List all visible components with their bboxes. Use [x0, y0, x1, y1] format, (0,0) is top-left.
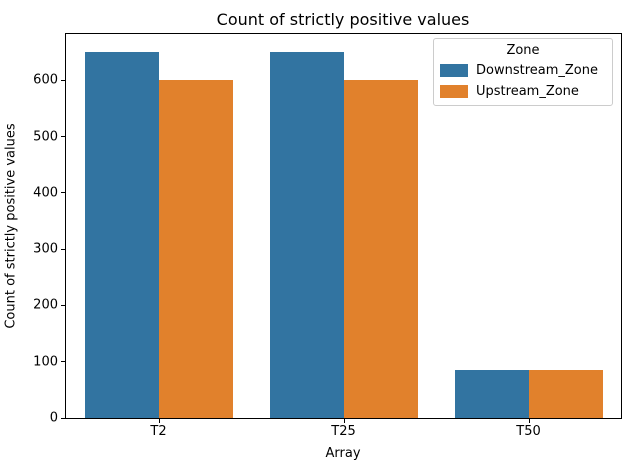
- bar-t50-upstream_zone: [528, 370, 603, 418]
- x-tick-label: T25: [331, 424, 356, 439]
- y-tick-mark: [61, 192, 65, 194]
- legend-item-upstream_zone: Upstream_Zone: [434, 81, 612, 102]
- legend-item-label: Upstream_Zone: [476, 84, 579, 99]
- x-axis-label: Array: [325, 446, 361, 461]
- bar-t50-downstream_zone: [454, 370, 529, 418]
- y-tick-mark: [61, 136, 65, 138]
- bar-t25-downstream_zone: [269, 52, 344, 418]
- y-tick-label: 500: [33, 129, 58, 145]
- y-tick-mark: [61, 304, 65, 306]
- y-tick-mark: [61, 417, 65, 419]
- y-tick-mark: [61, 361, 65, 363]
- y-tick-label: 400: [33, 185, 58, 201]
- legend-item-downstream_zone: Downstream_Zone: [434, 60, 612, 81]
- legend-swatch-upstream_zone: [440, 85, 468, 98]
- legend-title: Zone: [506, 43, 540, 58]
- chart-title: Count of strictly positive values: [216, 10, 470, 29]
- x-tick-mark: [528, 419, 530, 423]
- y-tick-label: 200: [33, 297, 58, 313]
- bar-t2-upstream_zone: [158, 80, 233, 418]
- legend: Zone Downstream_Zone Upstream_Zone: [433, 38, 613, 106]
- legend-swatch-downstream_zone: [440, 64, 468, 77]
- x-tick-mark: [343, 419, 345, 423]
- legend-item-label: Downstream_Zone: [476, 63, 598, 78]
- y-tick-label: 0: [49, 410, 58, 426]
- bar-t2-downstream_zone: [84, 52, 159, 418]
- y-tick-label: 100: [33, 354, 58, 370]
- x-tick-label: T2: [150, 424, 167, 439]
- y-tick-label: 600: [33, 72, 58, 88]
- y-tick-label: 300: [33, 241, 58, 257]
- x-tick-mark: [158, 419, 160, 423]
- x-tick-label: T50: [516, 424, 541, 439]
- bar-t25-upstream_zone: [343, 80, 418, 418]
- y-tick-mark: [61, 79, 65, 81]
- y-tick-mark: [61, 248, 65, 250]
